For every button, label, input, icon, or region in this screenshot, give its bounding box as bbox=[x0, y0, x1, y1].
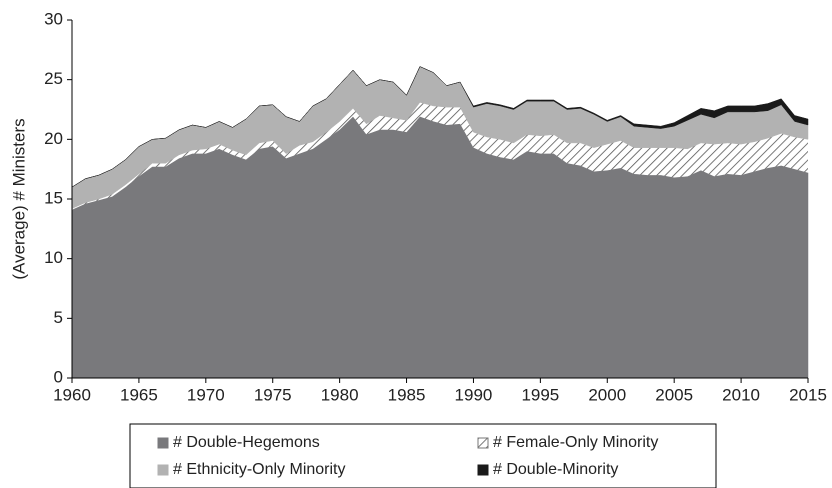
y-tick-label: 15 bbox=[44, 188, 63, 207]
y-tick-label: 10 bbox=[44, 248, 63, 267]
y-tick-label: 20 bbox=[44, 129, 63, 148]
legend-label: # Double-Hegemons bbox=[173, 434, 320, 451]
legend-swatch bbox=[477, 437, 489, 449]
legend-label: # Double-Minority bbox=[493, 461, 618, 478]
x-tick-label: 2000 bbox=[588, 385, 626, 404]
x-tick-label: 2005 bbox=[655, 385, 693, 404]
x-tick-label: 1985 bbox=[388, 385, 426, 404]
legend-swatch bbox=[477, 464, 489, 476]
y-tick-label: 25 bbox=[44, 69, 63, 88]
x-tick-label: 1975 bbox=[254, 385, 292, 404]
x-tick-label: 1980 bbox=[321, 385, 359, 404]
legend-swatch bbox=[157, 437, 169, 449]
y-tick-label: 30 bbox=[44, 9, 63, 28]
legend-swatch bbox=[157, 464, 169, 476]
x-tick-label: 1970 bbox=[187, 385, 225, 404]
x-tick-label: 2010 bbox=[722, 385, 760, 404]
x-tick-label: 1990 bbox=[455, 385, 493, 404]
legend-box bbox=[129, 423, 717, 488]
area bbox=[72, 102, 808, 210]
y-tick-label: 0 bbox=[54, 367, 63, 386]
area bbox=[71, 66, 809, 188]
y-axis-label: (Average) # Ministers bbox=[9, 118, 28, 279]
y-tick-label: 5 bbox=[54, 308, 63, 327]
x-tick-label: 1965 bbox=[120, 385, 158, 404]
x-tick-label: 1960 bbox=[53, 385, 91, 404]
legend-label: # Ethnicity-Only Minority bbox=[173, 461, 346, 478]
legend: # Double-Hegemons # Female-Only Minority #… bbox=[129, 423, 717, 488]
x-tick-label: 1995 bbox=[521, 385, 559, 404]
legend-label: # Female-Only Minority bbox=[493, 434, 658, 451]
x-tick-label: 2015 bbox=[789, 385, 827, 404]
